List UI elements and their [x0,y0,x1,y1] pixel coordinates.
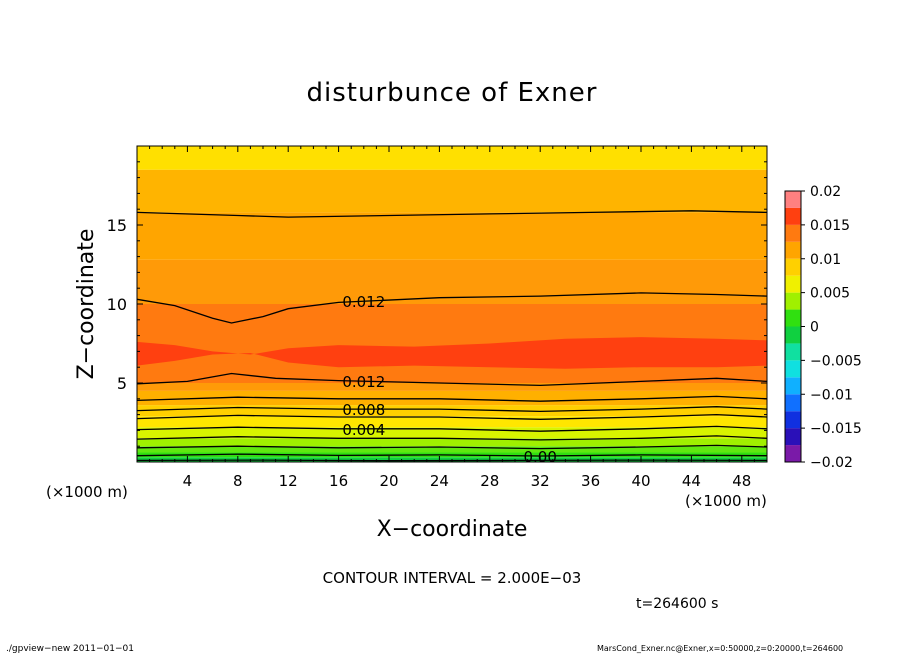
colorbar-swatch [785,292,801,310]
band-11 [137,259,767,304]
contour-line-1 [136,453,768,457]
colorbar-swatch [785,224,801,242]
band-5 [137,416,767,428]
band-10 [137,304,767,344]
colorbar-swatch [785,275,801,293]
contour-line-2 [136,444,768,450]
colorbar-swatch [785,377,801,395]
colorbar-tick-label: −0.01 [810,387,853,403]
contour-line-9 [136,292,768,324]
colorbar-swatch [785,445,801,462]
colorbar-swatch [785,207,801,225]
y-tick-label: 5 [117,374,127,393]
colorbar-swatch [785,326,801,344]
colorbar-swatch [785,360,801,378]
colorbar-swatch [785,309,801,327]
band-8 [137,383,767,391]
contour-line-5 [136,413,768,420]
colorbar-swatch [785,343,801,361]
x-tick-label: 16 [329,472,348,490]
contour-line-8 [136,372,768,387]
colorbar-tick-label: −0.015 [810,421,862,437]
contour-label: 0.004 [342,421,385,439]
x-tick-label: 32 [531,472,550,490]
contour-line-3 [136,435,768,441]
colorbar-tick-label: 0 [810,320,819,336]
colorbar-tick-label: 0.005 [810,286,850,302]
x-tick-label: 48 [732,472,751,490]
footer-left: ./gpview−new 2011−01−01 [6,644,134,654]
band-3 [137,438,767,447]
x-unit-label: (×1000 m) [685,492,767,510]
x-tick-label: 4 [183,472,193,490]
contour-label: 0.012 [342,373,385,391]
y-unit-label: (×1000 m) [46,483,128,501]
y-tick-label: 10 [107,295,127,314]
x-axis: 4 8 12 16 20 24 28 32 36 40 44 48 [149,146,755,490]
x-tick-label: 40 [631,472,650,490]
band-6 [137,405,767,417]
band-4 [137,427,767,439]
contour-line-6 [136,406,768,413]
y-tick-label: 15 [107,216,127,235]
colorbar-swatch [785,191,801,208]
plot-area [137,146,767,462]
contour-line-10 [136,210,768,218]
colorbar: 0.02 0.015 0.01 0.005 0 −0.005 −0.01 −0.015 −0.0… [784,184,862,471]
contour-line-7 [136,395,768,402]
core-region [137,337,767,369]
x-tick-label: 28 [480,472,499,490]
contour-label: 0.008 [342,401,385,419]
x-tick-label: 36 [581,472,600,490]
band-14 [137,146,767,170]
colorbar-swatch [785,258,801,276]
band-2 [137,446,767,453]
footer-right: MarsCond_Exner.nc@Exner,x=0:50000,z=0:20… [597,644,843,653]
y-axis: 5 10 15 [107,161,767,447]
x-tick-label: 12 [279,472,298,490]
colorbar-tick-label: 0.02 [810,184,841,200]
band-13 [137,169,767,213]
x-tick-label: 8 [233,472,243,490]
x-tick-label: 44 [682,472,701,490]
contour-line-4 [136,425,768,432]
x-axis-label: X−coordinate [377,517,528,542]
band-7 [137,390,767,406]
colorbar-tick-label: 0.01 [810,252,841,268]
x-tick-label: 20 [379,472,398,490]
colorbar-tick-label: 0.015 [810,218,850,234]
colorbar-swatch [785,241,801,259]
band-12 [137,212,767,260]
y-axis-label: Z−coordinate [74,229,99,380]
contour-label: 0.012 [342,293,385,311]
colorbar-tick-label: −0.005 [810,353,862,369]
time-label: t=264600 s [636,596,718,612]
chart-title: disturbunce of Exner [307,78,598,108]
colorbar-swatch [785,428,801,446]
contour-interval-text: CONTOUR INTERVAL = 2.000E−03 [323,569,582,587]
colorbar-tick-label: −0.02 [810,455,853,471]
x-tick-label: 24 [430,472,449,490]
colorbar-swatch [785,394,801,412]
colorbar-swatch [785,411,801,429]
